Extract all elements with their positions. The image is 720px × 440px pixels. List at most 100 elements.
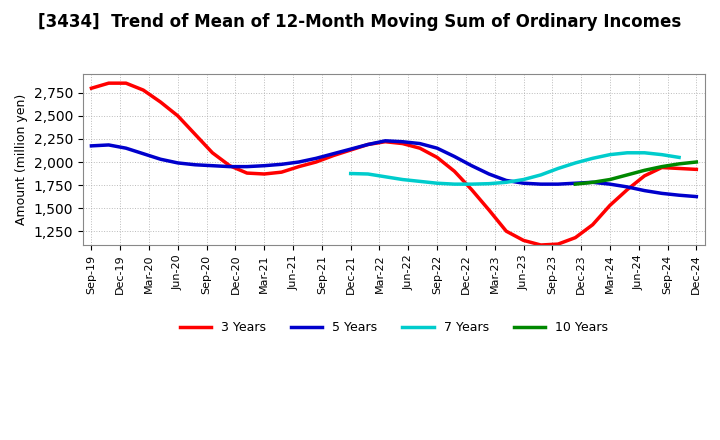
5 Years [450,154,459,159]
7 Years [415,179,424,184]
7 Years [571,160,580,165]
7 Years [519,177,528,182]
3 Years [225,163,234,169]
5 Years [536,182,545,187]
5 Years [485,171,493,176]
7 Years [536,172,545,178]
5 Years [312,156,320,161]
5 Years [502,178,510,183]
3 Years [536,242,545,248]
5 Years [519,180,528,186]
7 Years [364,171,372,176]
3 Years [588,222,597,227]
3 Years [657,165,666,170]
5 Years [692,194,701,199]
7 Years [502,180,510,185]
3 Years [502,228,510,234]
3 Years [433,155,441,160]
3 Years [450,169,459,174]
3 Years [294,164,303,169]
5 Years [277,161,286,167]
10 Years [640,168,649,173]
3 Years [104,81,113,86]
5 Years [329,151,338,156]
5 Years [260,163,269,169]
7 Years [450,182,459,187]
5 Years [156,157,165,162]
3 Years [329,153,338,158]
5 Years [571,180,580,186]
5 Years [554,182,562,187]
5 Years [675,193,683,198]
5 Years [623,184,631,190]
3 Years [571,235,580,240]
5 Years [122,146,130,151]
3 Years [139,88,148,93]
Line: 7 Years: 7 Years [351,153,679,184]
10 Years [657,164,666,169]
3 Years [87,86,96,91]
7 Years [381,174,390,180]
5 Years [415,141,424,146]
7 Years [554,166,562,171]
7 Years [346,171,355,176]
5 Years [588,180,597,185]
5 Years [294,159,303,165]
3 Years [623,187,631,192]
3 Years [174,113,182,118]
Text: [3434]  Trend of Mean of 12-Month Moving Sum of Ordinary Incomes: [3434] Trend of Mean of 12-Month Moving … [38,13,682,31]
3 Years [277,169,286,175]
3 Years [554,242,562,247]
10 Years [623,172,631,178]
7 Years [433,180,441,186]
Line: 10 Years: 10 Years [575,162,696,184]
3 Years [415,146,424,151]
3 Years [398,141,407,146]
Y-axis label: Amount (million yen): Amount (million yen) [15,94,28,225]
3 Years [364,142,372,147]
10 Years [588,180,597,185]
3 Years [606,203,614,208]
3 Years [243,170,251,176]
3 Years [156,99,165,105]
5 Years [640,188,649,193]
7 Years [485,181,493,186]
5 Years [657,191,666,196]
7 Years [398,177,407,182]
3 Years [312,159,320,165]
3 Years [519,238,528,243]
7 Years [588,156,597,161]
3 Years [467,187,476,192]
10 Years [692,159,701,165]
3 Years [208,150,217,155]
Line: 5 Years: 5 Years [91,141,696,197]
3 Years [381,139,390,144]
10 Years [606,177,614,182]
5 Years [346,147,355,152]
5 Years [467,163,476,169]
7 Years [623,150,631,155]
5 Years [243,164,251,169]
7 Years [657,152,666,157]
5 Years [381,138,390,143]
5 Years [104,142,113,147]
3 Years [122,81,130,86]
5 Years [225,164,234,169]
7 Years [606,152,614,157]
3 Years [191,132,199,137]
5 Years [364,142,372,147]
10 Years [675,161,683,166]
5 Years [174,160,182,165]
Legend: 3 Years, 5 Years, 7 Years, 10 Years: 3 Years, 5 Years, 7 Years, 10 Years [175,316,613,339]
3 Years [485,207,493,213]
7 Years [675,155,683,160]
5 Years [191,162,199,167]
3 Years [346,147,355,153]
5 Years [87,143,96,149]
5 Years [606,182,614,187]
3 Years [260,171,269,176]
5 Years [208,163,217,169]
10 Years [571,182,580,187]
7 Years [640,150,649,155]
3 Years [675,166,683,171]
